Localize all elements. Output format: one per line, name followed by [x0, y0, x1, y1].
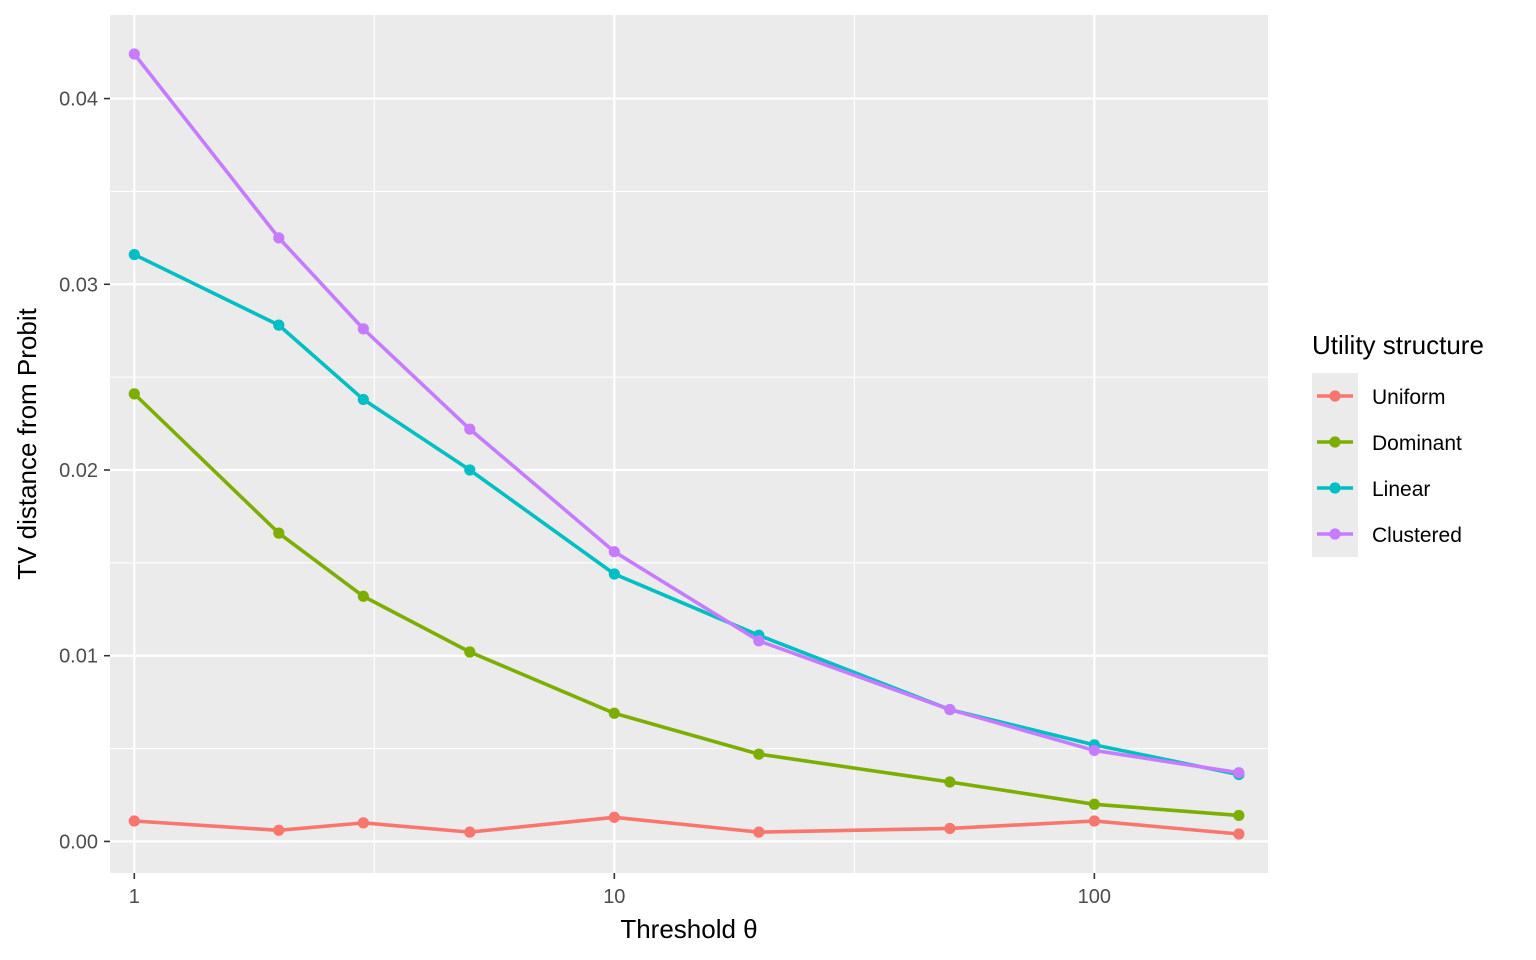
legend-point-swatch: [1329, 528, 1341, 540]
data-point-clustered: [944, 703, 956, 716]
legend-point-swatch: [1329, 482, 1341, 494]
legend-title: Utility structure: [1312, 330, 1484, 360]
y-tick-label: 0.02: [59, 460, 98, 482]
x-axis-title: Threshold θ: [620, 914, 757, 944]
data-point-dominant: [273, 527, 285, 539]
data-point-clustered: [128, 48, 140, 60]
y-tick-label: 0.04: [59, 89, 98, 111]
data-point-clustered: [357, 323, 369, 335]
data-point-clustered: [1088, 744, 1100, 757]
data-point-uniform: [273, 824, 285, 836]
legend-point-swatch: [1329, 436, 1341, 448]
data-point-clustered: [1233, 767, 1245, 779]
x-tick-label: 1: [129, 886, 140, 908]
data-point-uniform: [608, 811, 620, 823]
data-point-uniform: [944, 822, 956, 835]
data-point-clustered: [608, 546, 620, 558]
axis-ticks: [104, 97, 1096, 879]
legend-item-clustered: Clustered: [1317, 524, 1462, 547]
data-point-dominant: [464, 646, 476, 658]
data-point-uniform: [128, 815, 140, 827]
data-point-uniform: [753, 826, 765, 838]
legend-item-dominant: Dominant: [1317, 432, 1462, 455]
data-point-linear: [128, 248, 140, 261]
data-point-linear: [357, 393, 369, 406]
data-point-dominant: [128, 388, 140, 400]
data-point-clustered: [753, 635, 765, 647]
series-uniform: [128, 811, 1245, 840]
data-point-uniform: [357, 817, 369, 829]
x-tick-label: 100: [1078, 886, 1111, 908]
data-point-linear: [464, 464, 476, 476]
series-dominant: [128, 388, 1245, 822]
legend-item-linear: Linear: [1317, 478, 1430, 501]
y-tick-label: 0.00: [59, 831, 98, 853]
data-point-dominant: [1233, 809, 1245, 822]
data-point-dominant: [608, 707, 620, 719]
legend-label: Linear: [1372, 478, 1430, 501]
legend-label: Dominant: [1372, 432, 1462, 455]
legend-item-uniform: Uniform: [1317, 386, 1446, 409]
data-point-uniform: [464, 826, 476, 838]
data-point-uniform: [1233, 828, 1245, 840]
legend-label: Uniform: [1372, 386, 1446, 409]
data-point-dominant: [1088, 798, 1100, 810]
y-axis-title: TV distance from Probit: [12, 307, 42, 579]
tick-labels: 1 10 100 0.00 0.01 0.02 0.03 0.04: [59, 89, 1111, 908]
data-point-clustered: [273, 232, 285, 244]
y-tick-label: 0.01: [59, 646, 98, 668]
series-layer: [128, 48, 1245, 840]
data-point-uniform: [1088, 815, 1100, 827]
x-tick-label: 10: [603, 886, 625, 908]
legend-key-background: [1312, 373, 1358, 557]
data-point-clustered: [464, 423, 476, 435]
data-point-dominant: [944, 776, 956, 788]
data-point-linear: [608, 568, 620, 580]
series-clustered: [128, 48, 1245, 779]
data-point-linear: [273, 319, 285, 331]
y-tick-label: 0.03: [59, 274, 98, 296]
data-point-dominant: [753, 748, 765, 760]
legend: Utility structure Uniform Dominant Linear C…: [1312, 330, 1484, 557]
legend-point-swatch: [1329, 390, 1341, 402]
major-gridlines: [110, 15, 1268, 873]
plot-panel: [110, 15, 1268, 873]
legend-items: Uniform Dominant Linear Clustered: [1317, 386, 1462, 547]
data-point-dominant: [357, 590, 369, 602]
legend-label: Clustered: [1372, 524, 1462, 547]
minor-gridlines: [110, 15, 1268, 873]
